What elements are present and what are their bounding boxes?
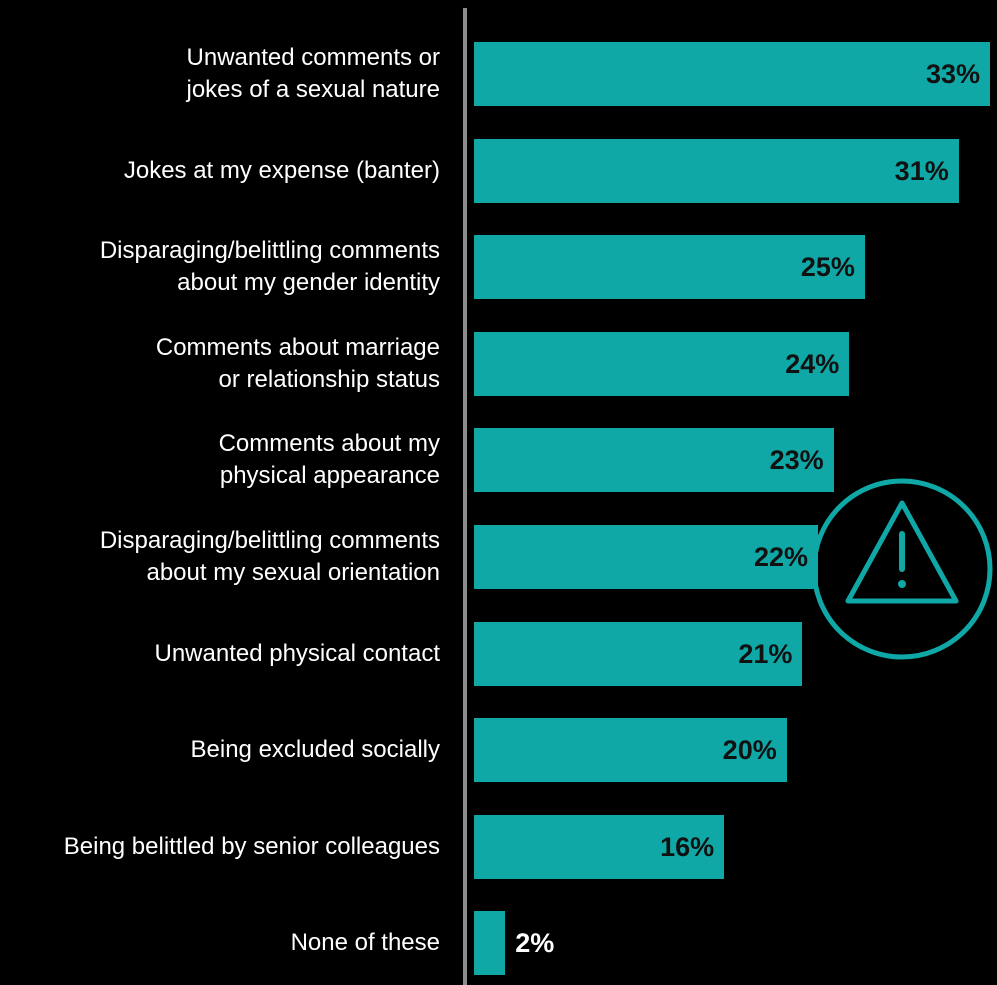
value-label: 24% xyxy=(785,348,840,379)
value-label: 33% xyxy=(925,59,980,89)
bar xyxy=(474,331,850,396)
bar xyxy=(474,42,990,106)
bar xyxy=(474,718,787,783)
value-label: 23% xyxy=(769,445,824,476)
value-label: 22% xyxy=(753,542,808,572)
category-label: Comments about marriage or relationship … xyxy=(155,333,440,393)
category-label: Disparaging/belittling comments about my… xyxy=(99,527,440,586)
value-label: 2% xyxy=(515,928,555,959)
value-label: 21% xyxy=(738,638,793,669)
bar xyxy=(474,621,803,686)
bar xyxy=(474,235,865,300)
value-label: 25% xyxy=(800,252,855,283)
category-label: Comments about my physical appearance xyxy=(218,430,440,490)
category-label: Being belittled by senior colleagues xyxy=(63,832,440,860)
category-label: Unwanted comments or jokes of a sexual n… xyxy=(186,44,441,103)
bar xyxy=(474,814,725,879)
category-label: None of these xyxy=(290,929,440,957)
category-label: Jokes at my expense (banter) xyxy=(123,156,440,184)
category-label: Unwanted physical contact xyxy=(154,639,441,667)
bar xyxy=(474,138,959,203)
category-label: Being excluded socially xyxy=(190,736,440,764)
value-label: 20% xyxy=(722,735,777,766)
y-axis-line xyxy=(463,8,467,985)
bar xyxy=(474,525,818,589)
bar xyxy=(474,911,506,976)
value-label: 31% xyxy=(894,155,949,186)
warning-triangle-icon xyxy=(811,478,993,660)
value-label: 16% xyxy=(660,831,715,862)
bar xyxy=(474,428,834,493)
category-label: Disparaging/belittling comments about my… xyxy=(99,237,440,297)
